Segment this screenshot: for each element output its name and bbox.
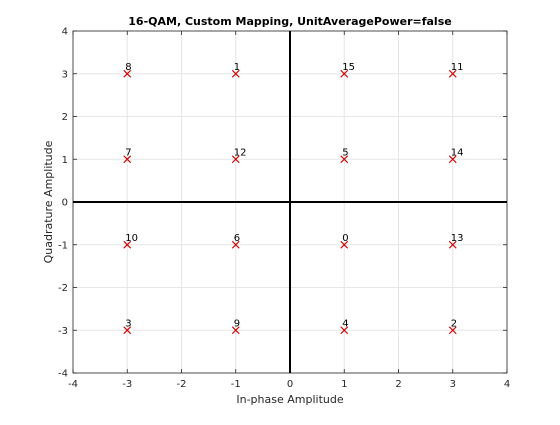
point-marker <box>448 69 457 78</box>
point-label: 5 <box>342 147 348 158</box>
point-label: 10 <box>125 233 138 244</box>
constellation-point: 6 <box>231 233 240 249</box>
y-tick-label: -1 <box>58 240 68 251</box>
point-label: 8 <box>125 62 131 73</box>
constellation-point: 4 <box>340 318 349 335</box>
constellation-point: 12 <box>231 147 247 164</box>
point-marker <box>448 240 457 249</box>
x-tick-label: 0 <box>287 379 293 390</box>
y-tick-label: -2 <box>58 283 68 294</box>
point-label: 12 <box>234 147 247 158</box>
point-marker <box>448 155 457 164</box>
point-label: 4 <box>342 318 348 329</box>
y-tick-label: -3 <box>58 326 68 337</box>
constellation-point: 0 <box>340 233 349 249</box>
y-tick-label: 4 <box>62 27 68 38</box>
x-tick-label: 3 <box>450 379 456 390</box>
point-marker <box>340 240 349 249</box>
point-marker <box>231 326 240 335</box>
x-tick-label: -2 <box>177 379 187 390</box>
constellation-point: 13 <box>448 233 464 249</box>
x-tick-label: -3 <box>122 379 132 390</box>
constellation-point: 1 <box>231 62 240 78</box>
constellation-point: 2 <box>448 318 457 335</box>
point-marker <box>231 155 240 164</box>
y-tick-label: 1 <box>62 155 68 166</box>
point-marker <box>340 326 349 335</box>
point-label: 3 <box>125 318 131 329</box>
point-label: 14 <box>451 147 464 158</box>
constellation-point: 9 <box>231 318 240 335</box>
point-label: 13 <box>451 233 464 244</box>
point-label: 15 <box>342 62 355 73</box>
y-tick-label: 2 <box>62 112 68 123</box>
constellation-point: 3 <box>123 318 132 335</box>
point-marker <box>123 69 132 78</box>
point-label: 1 <box>234 62 240 73</box>
y-tick-label: -4 <box>58 369 68 380</box>
constellation-point: 11 <box>448 62 464 78</box>
constellation-point: 15 <box>340 62 355 78</box>
chart-title: 16-QAM, Custom Mapping, UnitAveragePower… <box>128 15 451 28</box>
point-marker <box>340 69 349 78</box>
x-tick-label: -1 <box>231 379 241 390</box>
point-marker <box>123 326 132 335</box>
point-marker <box>231 69 240 78</box>
point-label: 6 <box>234 233 240 244</box>
point-marker <box>448 326 457 335</box>
y-tick-label: 3 <box>62 69 68 80</box>
point-label: 2 <box>451 318 457 329</box>
point-marker <box>340 155 349 164</box>
y-axis-label: Quadrature Amplitude <box>42 140 55 263</box>
point-label: 7 <box>125 147 131 158</box>
zero-axis-lines <box>73 31 507 373</box>
point-marker <box>123 240 132 249</box>
constellation-point: 7 <box>123 147 132 164</box>
constellation-point: 14 <box>448 147 464 164</box>
x-tick-label: 2 <box>395 379 401 390</box>
y-tick-label: 0 <box>62 198 68 209</box>
x-tick-label: 1 <box>341 379 347 390</box>
point-label: 9 <box>234 318 240 329</box>
point-marker <box>231 240 240 249</box>
point-label: 0 <box>342 233 348 244</box>
constellation-points: 8 1 15 11 7 12 5 14 10 6 0 13 3 9 4 2 <box>123 62 464 335</box>
point-marker <box>123 155 132 164</box>
x-tick-label: -4 <box>68 379 78 390</box>
constellation-point: 5 <box>340 147 349 164</box>
point-label: 11 <box>451 62 464 73</box>
constellation-point: 8 <box>123 62 132 78</box>
x-tick-label: 4 <box>504 379 510 390</box>
constellation-point: 10 <box>123 233 138 249</box>
x-axis-label: In-phase Amplitude <box>236 393 343 406</box>
